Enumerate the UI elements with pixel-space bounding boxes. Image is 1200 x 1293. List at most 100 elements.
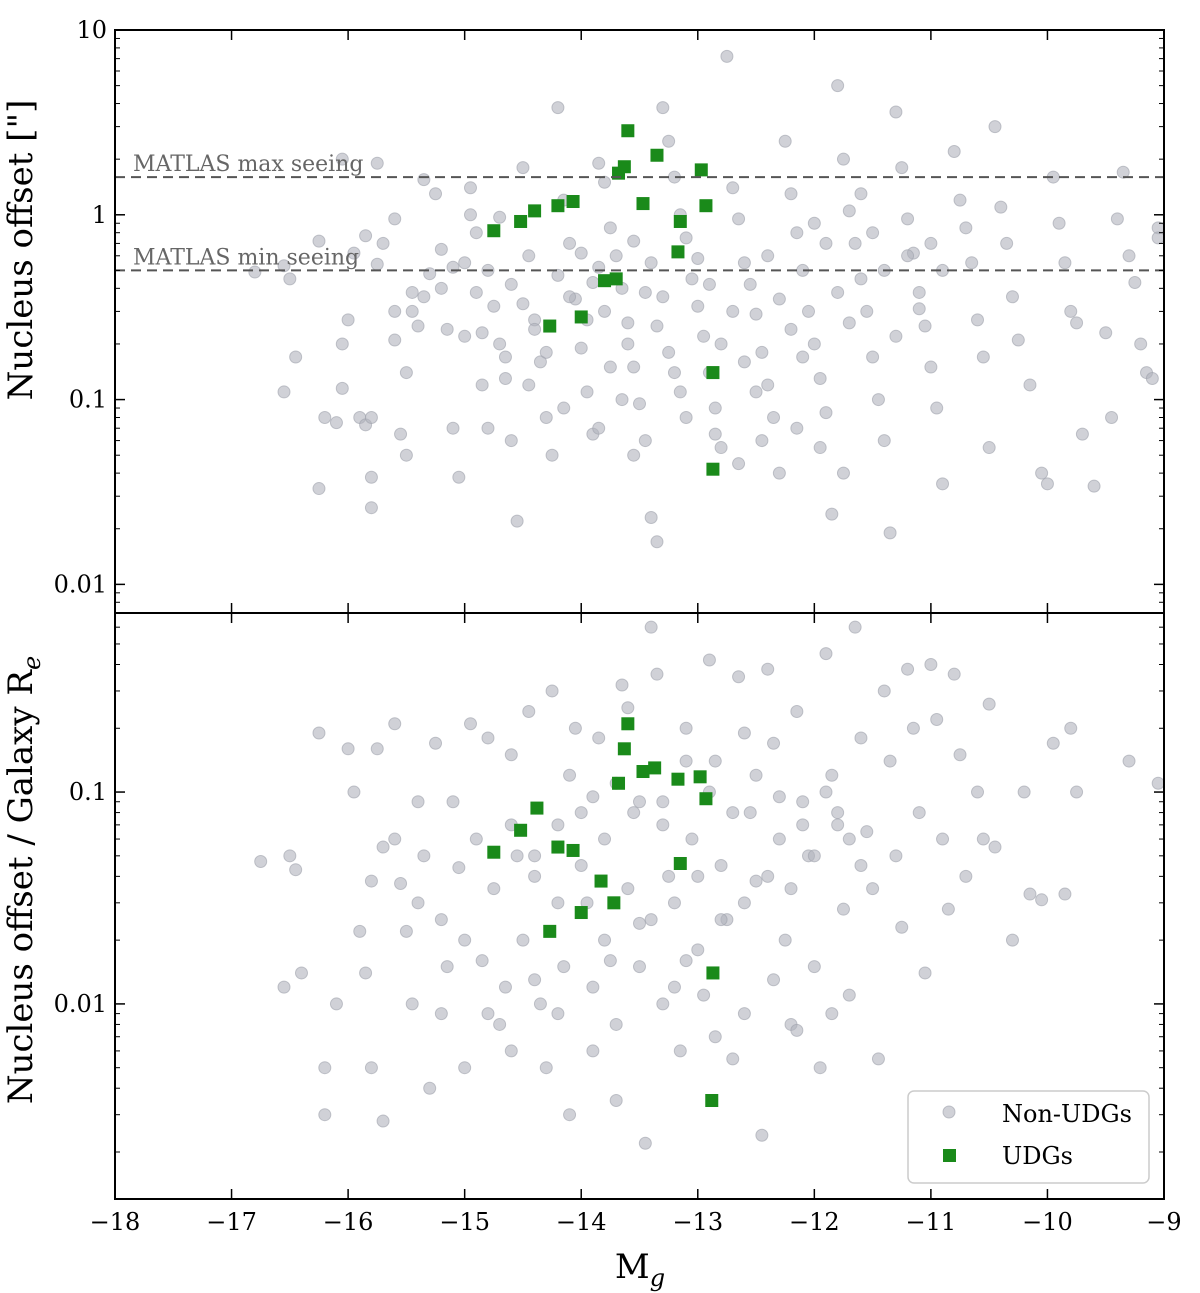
non-udg-point <box>994 200 1008 214</box>
non-udg-point <box>277 980 291 994</box>
non-udg-point <box>749 874 763 888</box>
non-udg-point <box>912 302 926 316</box>
non-udg-point <box>976 350 990 364</box>
non-udg-point <box>405 997 419 1011</box>
non-udg-point <box>848 620 862 634</box>
non-udg-point <box>574 806 588 820</box>
legend: Non-UDGs UDGs <box>907 1090 1150 1184</box>
non-udg-point <box>615 393 629 407</box>
non-udg-point <box>737 355 751 369</box>
non-udg-point <box>434 281 448 295</box>
non-udg-point <box>877 684 891 698</box>
legend-marker-non-udgs <box>942 1105 956 1119</box>
non-udg-point <box>697 329 711 343</box>
non-udg-point <box>708 427 722 441</box>
non-udg-point <box>807 849 821 863</box>
non-udg-point <box>1011 333 1025 347</box>
non-udg-point <box>417 173 431 187</box>
non-udg-point <box>650 319 664 333</box>
udg-point <box>671 245 685 259</box>
non-udg-point <box>924 657 938 671</box>
non-udg-point <box>877 434 891 448</box>
non-udg-point <box>1064 304 1078 318</box>
non-udg-point <box>889 849 903 863</box>
non-udg-point <box>644 913 658 927</box>
non-udg-point <box>918 319 932 333</box>
non-udg-point <box>819 785 833 799</box>
non-udg-point <box>650 535 664 549</box>
non-udg-point <box>691 299 705 313</box>
non-udg-point <box>364 410 378 424</box>
non-udg-point <box>644 256 658 270</box>
udg-point <box>598 274 612 288</box>
non-udg-point <box>656 290 670 304</box>
non-udg-point <box>1023 887 1037 901</box>
non-udg-point <box>539 1061 553 1075</box>
non-udg-point <box>924 360 938 374</box>
non-udg-point <box>504 277 518 291</box>
non-udg-point <box>283 272 297 286</box>
x-axis-label: Mg <box>615 1247 665 1292</box>
non-udg-point <box>796 350 810 364</box>
non-udg-point <box>813 1061 827 1075</box>
udg-point <box>671 772 685 786</box>
non-udg-point <box>394 427 408 441</box>
non-udg-point <box>755 434 769 448</box>
non-udg-point <box>813 441 827 455</box>
non-udg-point <box>784 187 798 201</box>
non-udg-point <box>825 507 839 521</box>
non-udg-point <box>498 980 512 994</box>
non-udg-point <box>871 393 885 407</box>
non-udg-point <box>1058 256 1072 270</box>
x-tick-label: −9 <box>1146 1208 1181 1236</box>
y-tick-label: 0.1 <box>69 386 107 414</box>
non-udg-point <box>329 416 343 430</box>
non-udg-point <box>667 896 681 910</box>
non-udg-point <box>912 285 926 299</box>
non-udg-point <box>586 980 600 994</box>
non-udg-point <box>463 181 477 195</box>
non-udg-point <box>388 212 402 226</box>
non-udg-point <box>598 933 612 947</box>
non-udg-point <box>411 319 425 333</box>
non-udg-point <box>516 933 530 947</box>
non-udg-point <box>714 441 728 455</box>
non-udg-point <box>277 385 291 399</box>
legend-box <box>907 1090 1150 1184</box>
non-udg-point <box>592 421 606 435</box>
non-udg-point <box>679 954 693 968</box>
non-udg-point <box>842 316 856 330</box>
non-udg-point <box>493 1017 507 1031</box>
non-udg-point <box>627 806 641 820</box>
x-tick-label: −10 <box>1022 1208 1073 1236</box>
non-udg-point <box>772 832 786 846</box>
non-udg-point <box>732 212 746 226</box>
non-udg-point <box>528 973 542 987</box>
non-udg-point <box>289 350 303 364</box>
non-udg-point <box>796 795 810 809</box>
y-tick-label: 0.01 <box>54 990 107 1018</box>
non-udg-point <box>965 256 979 270</box>
non-udg-point <box>848 236 862 250</box>
non-udg-point <box>603 360 617 374</box>
x-tick-label: −15 <box>439 1208 490 1236</box>
non-udg-point <box>971 313 985 327</box>
udg-point <box>648 761 662 775</box>
non-udg-point <box>737 1007 751 1021</box>
non-udg-point <box>842 988 856 1002</box>
non-udg-point <box>557 401 571 415</box>
non-udg-point <box>341 313 355 327</box>
non-udg-point <box>807 216 821 230</box>
non-udg-point <box>1005 933 1019 947</box>
non-udg-point <box>796 818 810 832</box>
non-udg-point <box>662 345 676 359</box>
non-udg-point <box>399 366 413 380</box>
non-udg-point <box>842 204 856 218</box>
non-udg-point <box>854 731 868 745</box>
non-udg-point <box>615 678 629 692</box>
udg-point <box>636 197 650 211</box>
non-udg-point <box>510 849 524 863</box>
non-udg-point <box>487 299 501 313</box>
non-udg-point <box>621 316 635 330</box>
